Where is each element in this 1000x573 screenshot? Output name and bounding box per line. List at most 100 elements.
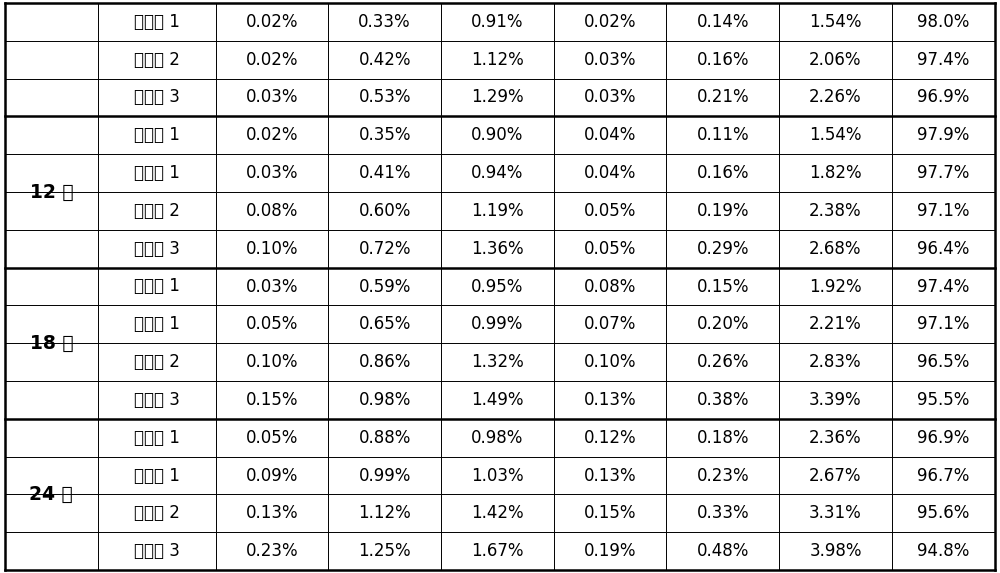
Text: 0.35%: 0.35% xyxy=(358,126,411,144)
Text: 对比例 3: 对比例 3 xyxy=(134,88,180,107)
Text: 0.88%: 0.88% xyxy=(358,429,411,447)
Text: 对比例 3: 对比例 3 xyxy=(134,240,180,258)
Text: 0.03%: 0.03% xyxy=(246,88,298,107)
Text: 0.15%: 0.15% xyxy=(246,391,298,409)
Text: 2.36%: 2.36% xyxy=(809,429,862,447)
Text: 0.03%: 0.03% xyxy=(584,50,636,69)
Text: 实施例 1: 实施例 1 xyxy=(134,126,180,144)
Text: 96.9%: 96.9% xyxy=(917,429,970,447)
Text: 1.19%: 1.19% xyxy=(471,202,524,220)
Text: 0.10%: 0.10% xyxy=(246,240,298,258)
Text: 0.13%: 0.13% xyxy=(246,504,298,523)
Text: 97.4%: 97.4% xyxy=(917,50,970,69)
Text: 0.26%: 0.26% xyxy=(697,353,749,371)
Text: 0.23%: 0.23% xyxy=(246,542,298,560)
Text: 0.03%: 0.03% xyxy=(246,164,298,182)
Text: 0.23%: 0.23% xyxy=(696,466,749,485)
Text: 0.29%: 0.29% xyxy=(697,240,749,258)
Text: 1.49%: 1.49% xyxy=(471,391,524,409)
Text: 1.36%: 1.36% xyxy=(471,240,524,258)
Text: 0.16%: 0.16% xyxy=(697,50,749,69)
Text: 1.32%: 1.32% xyxy=(471,353,524,371)
Text: 94.8%: 94.8% xyxy=(917,542,970,560)
Text: 0.15%: 0.15% xyxy=(697,277,749,296)
Text: 2.67%: 2.67% xyxy=(809,466,862,485)
Text: 对比例 2: 对比例 2 xyxy=(134,504,180,523)
Text: 0.48%: 0.48% xyxy=(697,542,749,560)
Text: 0.21%: 0.21% xyxy=(696,88,749,107)
Text: 0.72%: 0.72% xyxy=(358,240,411,258)
Text: 96.5%: 96.5% xyxy=(917,353,970,371)
Text: 对比例 3: 对比例 3 xyxy=(134,391,180,409)
Text: 1.82%: 1.82% xyxy=(809,164,862,182)
Text: 0.98%: 0.98% xyxy=(471,429,524,447)
Text: 24 月: 24 月 xyxy=(29,485,73,504)
Text: 实施例 1: 实施例 1 xyxy=(134,429,180,447)
Text: 0.11%: 0.11% xyxy=(696,126,749,144)
Text: 12 月: 12 月 xyxy=(30,182,73,202)
Text: 对比例 1: 对比例 1 xyxy=(134,466,180,485)
Text: 0.03%: 0.03% xyxy=(584,88,636,107)
Text: 对比例 2: 对比例 2 xyxy=(134,50,180,69)
Text: 3.31%: 3.31% xyxy=(809,504,862,523)
Text: 0.10%: 0.10% xyxy=(246,353,298,371)
Text: 3.39%: 3.39% xyxy=(809,391,862,409)
Text: 0.90%: 0.90% xyxy=(471,126,524,144)
Text: 对比例 1: 对比例 1 xyxy=(134,315,180,333)
Text: 0.33%: 0.33% xyxy=(696,504,749,523)
Text: 0.16%: 0.16% xyxy=(697,164,749,182)
Text: 0.10%: 0.10% xyxy=(584,353,636,371)
Text: 0.04%: 0.04% xyxy=(584,164,636,182)
Text: 2.38%: 2.38% xyxy=(809,202,862,220)
Text: 0.41%: 0.41% xyxy=(358,164,411,182)
Text: 0.59%: 0.59% xyxy=(358,277,411,296)
Text: 0.53%: 0.53% xyxy=(358,88,411,107)
Text: 0.13%: 0.13% xyxy=(584,466,636,485)
Text: 1.54%: 1.54% xyxy=(809,13,862,31)
Text: 0.65%: 0.65% xyxy=(358,315,411,333)
Text: 0.18%: 0.18% xyxy=(697,429,749,447)
Text: 1.92%: 1.92% xyxy=(809,277,862,296)
Text: 1.42%: 1.42% xyxy=(471,504,524,523)
Text: 0.95%: 0.95% xyxy=(471,277,524,296)
Text: 1.67%: 1.67% xyxy=(471,542,524,560)
Text: 0.02%: 0.02% xyxy=(584,13,636,31)
Text: 97.1%: 97.1% xyxy=(917,315,970,333)
Text: 0.91%: 0.91% xyxy=(471,13,524,31)
Text: 0.98%: 0.98% xyxy=(358,391,411,409)
Text: 0.09%: 0.09% xyxy=(246,466,298,485)
Text: 96.9%: 96.9% xyxy=(917,88,970,107)
Text: 0.42%: 0.42% xyxy=(358,50,411,69)
Text: 18 月: 18 月 xyxy=(30,333,73,353)
Text: 0.04%: 0.04% xyxy=(584,126,636,144)
Text: 0.15%: 0.15% xyxy=(584,504,636,523)
Text: 0.05%: 0.05% xyxy=(246,429,298,447)
Text: 98.0%: 98.0% xyxy=(917,13,970,31)
Text: 0.08%: 0.08% xyxy=(246,202,298,220)
Text: 2.06%: 2.06% xyxy=(809,50,862,69)
Text: 0.02%: 0.02% xyxy=(246,13,298,31)
Text: 0.07%: 0.07% xyxy=(584,315,636,333)
Text: 0.19%: 0.19% xyxy=(584,542,636,560)
Text: 1.12%: 1.12% xyxy=(471,50,524,69)
Text: 0.05%: 0.05% xyxy=(584,202,636,220)
Text: 2.21%: 2.21% xyxy=(809,315,862,333)
Text: 0.03%: 0.03% xyxy=(246,277,298,296)
Text: 1.03%: 1.03% xyxy=(471,466,524,485)
Text: 实施例 1: 实施例 1 xyxy=(134,277,180,296)
Text: 0.99%: 0.99% xyxy=(358,466,411,485)
Text: 97.7%: 97.7% xyxy=(917,164,970,182)
Text: 0.02%: 0.02% xyxy=(246,126,298,144)
Text: 0.38%: 0.38% xyxy=(697,391,749,409)
Text: 0.99%: 0.99% xyxy=(471,315,524,333)
Text: 对比例 1: 对比例 1 xyxy=(134,164,180,182)
Text: 0.14%: 0.14% xyxy=(697,13,749,31)
Text: 95.5%: 95.5% xyxy=(917,391,970,409)
Text: 0.08%: 0.08% xyxy=(584,277,636,296)
Text: 1.29%: 1.29% xyxy=(471,88,524,107)
Text: 96.4%: 96.4% xyxy=(917,240,970,258)
Text: 0.86%: 0.86% xyxy=(358,353,411,371)
Text: 3.98%: 3.98% xyxy=(809,542,862,560)
Text: 1.54%: 1.54% xyxy=(809,126,862,144)
Text: 0.12%: 0.12% xyxy=(584,429,636,447)
